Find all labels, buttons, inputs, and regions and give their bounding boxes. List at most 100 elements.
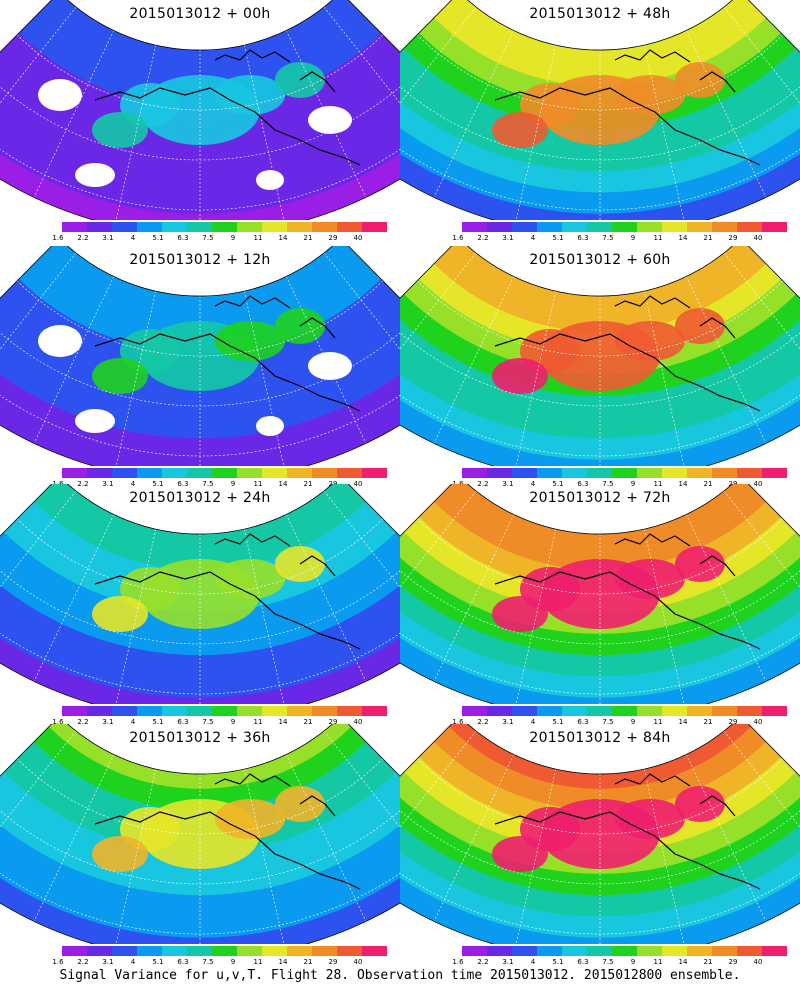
colorbar-swatch xyxy=(612,222,637,232)
colorbar-swatch xyxy=(562,706,587,716)
colorbar-tick-label: 21 xyxy=(703,718,713,726)
colorbar-tick-label: 5.1 xyxy=(152,958,164,966)
colorbar-tick-label: 2.2 xyxy=(477,234,489,242)
colorbar-tick-label: 9 xyxy=(630,234,636,242)
colorbar-swatch xyxy=(737,468,762,478)
longitude-line xyxy=(433,754,515,922)
colorbar-tick-label: 9 xyxy=(230,234,236,242)
colorbar-swatch xyxy=(512,946,537,956)
variance-maximum xyxy=(492,112,548,148)
colorbar-swatch xyxy=(262,946,287,956)
longitude-line xyxy=(514,290,557,466)
panel-title: 2015013012 + 00h xyxy=(129,6,271,22)
colorbar-swatch xyxy=(137,468,162,478)
colorbar-swatch xyxy=(487,946,512,956)
colorbar-swatch xyxy=(712,468,737,478)
colorbar-tick-label: 1.6 xyxy=(452,958,464,966)
map-outline xyxy=(0,724,400,944)
colorbar-swatch xyxy=(662,946,687,956)
colorbar-tick-label: 4 xyxy=(130,480,136,488)
coastline xyxy=(494,773,761,890)
map-panel: 2015013012 + 72h 1.6 2.2 3.1 4 5.1 6.3 7.5 9 11 14… xyxy=(400,484,800,726)
colorbar-tick-label: 2.2 xyxy=(477,480,489,488)
colorbar-tick-label: 2.2 xyxy=(477,958,489,966)
colorbar-tick-label: 6.3 xyxy=(177,234,189,242)
colorbar-tick-label: 3.1 xyxy=(502,958,514,966)
colorbar-tick-label: 1.6 xyxy=(452,718,464,726)
longitude-line xyxy=(285,514,367,682)
colorbar-swatch xyxy=(362,468,387,478)
colorbar-swatch xyxy=(237,222,262,232)
panel-title: 2015013012 + 72h xyxy=(529,490,671,506)
colorbar-swatch xyxy=(287,222,312,232)
colorbar-tick-label: 3.1 xyxy=(102,958,114,966)
longitude-line xyxy=(723,730,800,877)
colorbar-tick-label: 2.2 xyxy=(77,958,89,966)
map-field xyxy=(400,724,800,944)
colorbar-tick-label: 14 xyxy=(678,480,688,488)
colorbar-tick-label: 6.3 xyxy=(577,718,589,726)
colorbar-swatch xyxy=(362,706,387,716)
longitude-line xyxy=(243,290,286,466)
colorbar-swatch xyxy=(237,946,262,956)
colorbar-swatch xyxy=(162,468,187,478)
colorbar-tick-label: 2.2 xyxy=(77,718,89,726)
colorbar-swatch xyxy=(362,222,387,232)
variance-maximum xyxy=(215,799,285,839)
colorbar-tick-label: 29 xyxy=(728,958,738,966)
colorbar-tick-label: 29 xyxy=(328,234,338,242)
colorbar-swatch xyxy=(762,706,787,716)
colorbar-swatch xyxy=(312,706,337,716)
colorbar-tick-label: 1.6 xyxy=(52,718,64,726)
colorbar-swatch xyxy=(287,946,312,956)
colorbar-swatch xyxy=(487,468,512,478)
map-field xyxy=(0,246,400,466)
colorbar-swatch xyxy=(112,946,137,956)
colorbar-tick-label: 9 xyxy=(230,480,236,488)
colorbar-tick-label: 11 xyxy=(253,234,263,242)
colorbar-swatch xyxy=(362,946,387,956)
colorbar-tick-label: 4 xyxy=(530,480,536,488)
colorbar-labels: 1.6 2.2 3.1 4 5.1 6.3 7.5 9 11 14 21 29 40 xyxy=(52,718,382,728)
variance-band xyxy=(434,0,766,86)
colorbar-tick-label: 29 xyxy=(328,718,338,726)
colorbar xyxy=(62,946,387,956)
longitude-line xyxy=(285,30,367,198)
colorbar-tick-label: 5.1 xyxy=(152,480,164,488)
colorbar-swatch xyxy=(237,468,262,478)
colorbar-swatch xyxy=(637,946,662,956)
colorbar-swatch xyxy=(687,468,712,478)
missing-data-area xyxy=(256,170,284,190)
colorbar-swatch xyxy=(112,706,137,716)
map-panel: 2015013012 + 12h1.62.23.145.16.37.591114… xyxy=(0,246,400,488)
colorbar-tick-label: 7.5 xyxy=(202,958,214,966)
longitude-line xyxy=(433,30,515,198)
colorbar-tick-label: 14 xyxy=(278,480,288,488)
missing-data-area xyxy=(308,352,352,380)
map-outline xyxy=(400,0,800,220)
colorbar-tick-label: 9 xyxy=(230,718,236,726)
colorbar-swatch xyxy=(312,222,337,232)
colorbar-tick-label: 40 xyxy=(753,958,763,966)
colorbar-swatch xyxy=(487,222,512,232)
colorbar-tick-label: 4 xyxy=(530,718,536,726)
colorbar-swatch xyxy=(612,706,637,716)
colorbar-swatch xyxy=(737,222,762,232)
colorbar-swatch xyxy=(687,222,712,232)
colorbar-tick-label: 6.3 xyxy=(577,958,589,966)
colorbar-swatch xyxy=(212,222,237,232)
map-panel: 2015013012 + 36h 1.6 2.2 3.1 4 5.1 6.3 7.5 9 11 14… xyxy=(0,724,400,966)
missing-data-area xyxy=(75,409,115,433)
longitude-line xyxy=(0,490,77,637)
longitude-line xyxy=(400,730,477,877)
longitude-line xyxy=(514,768,557,944)
longitude-line xyxy=(33,276,115,444)
map-field xyxy=(0,724,400,944)
longitude-line xyxy=(643,528,686,704)
colorbar-swatch xyxy=(462,222,487,232)
colorbar-tick-label: 4 xyxy=(130,718,136,726)
colorbar-tick-label: 2.2 xyxy=(77,480,89,488)
colorbar-swatch xyxy=(312,946,337,956)
colorbar-tick-label: 11 xyxy=(253,958,263,966)
colorbar-swatch xyxy=(562,468,587,478)
